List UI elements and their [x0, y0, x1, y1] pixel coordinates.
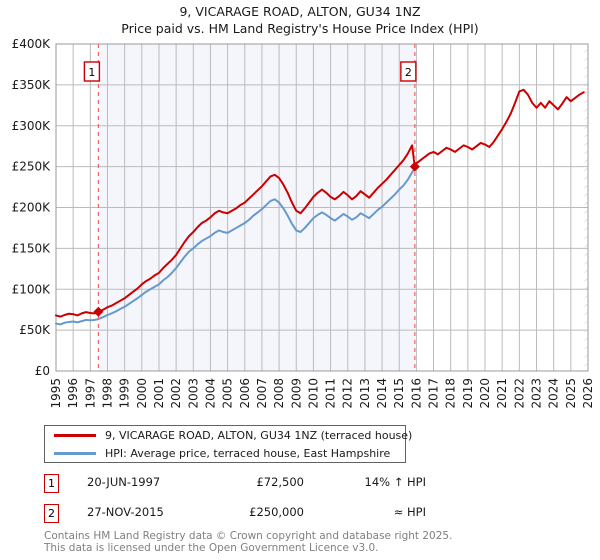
y-axis-tick-label: £400K	[12, 37, 52, 51]
x-axis-tick-label: 2004	[203, 378, 217, 409]
x-axis-tick-label: 2011	[324, 378, 338, 409]
x-axis-tick-label: 2002	[169, 378, 183, 409]
plot-area: 1 2 £0 £50K £100K £150K £200K £250K £300K £350K £…	[12, 37, 595, 409]
x-axis-tick-label: 2007	[255, 378, 269, 409]
chart-title-block: 9, VICARAGE ROAD, ALTON, GU34 1NZ Price …	[0, 3, 600, 37]
x-axis-tick-label: 2006	[238, 378, 252, 409]
y-axis-tick-label: £0	[35, 364, 50, 378]
legend-swatch-price-paid	[54, 434, 96, 437]
x-axis-tick-label: 2021	[495, 378, 509, 409]
y-axis-tick-label: £150K	[12, 241, 52, 255]
page-subtitle: Price paid vs. HM Land Registry's House …	[121, 21, 479, 36]
transaction-marker	[93, 306, 104, 317]
legend-swatch-hpi	[54, 452, 96, 455]
x-axis-tick-label: 2009	[289, 378, 303, 409]
x-axis-tick-label: 2017	[427, 378, 441, 409]
x-axis-tick-label: 2022	[512, 378, 526, 409]
footer-line-1: Contains HM Land Registry data © Crown c…	[44, 530, 453, 542]
x-axis-tick-label: 2014	[375, 378, 389, 409]
table-row: 1 20-JUN-1997 £72,500 14% ↑ HPI	[44, 474, 426, 496]
legend-label-price-paid: 9, VICARAGE ROAD, ALTON, GU34 1NZ (terra…	[105, 429, 413, 442]
x-axis-tick-label: 1999	[118, 378, 132, 409]
x-axis-tick-label: 1996	[66, 378, 80, 409]
x-axis-tick-label: 2003	[186, 378, 200, 409]
txn-hpi-note-2: ≈ HPI	[393, 505, 426, 519]
txn-badge-1: 1	[44, 474, 59, 493]
txn-hpi-note-1: 14% ↑ HPI	[364, 475, 426, 489]
x-axis-tick-label: 2010	[306, 378, 320, 409]
x-axis-tick-label: 1997	[83, 378, 97, 409]
annotation-badge	[400, 61, 417, 82]
y-axis-tick-label: £300K	[12, 119, 52, 133]
txn-price-2: £250,000	[249, 505, 304, 519]
legend-item-price-paid: 9, VICARAGE ROAD, ALTON, GU34 1NZ (terra…	[45, 426, 412, 445]
x-axis-tick-label: 2020	[478, 378, 492, 409]
x-axis-tick-label: 2015	[392, 378, 406, 409]
x-axis-tick-label: 2016	[409, 378, 423, 409]
legend-label-hpi: HPI: Average price, terraced house, East…	[105, 447, 391, 460]
x-axis-tick-label: 1995	[49, 378, 63, 409]
x-axis-tick-label: 2001	[152, 378, 166, 409]
annotation-badge	[83, 61, 101, 82]
x-axis-tick-label: 1998	[100, 378, 114, 409]
x-axis-tick-label: 2024	[547, 378, 561, 409]
y-axis-tick-label: £100K	[12, 282, 52, 296]
annotation-badge-label: 2	[405, 66, 412, 79]
x-axis-tick-label: 2005	[221, 378, 235, 409]
transaction-marker	[409, 161, 420, 172]
annotation-badge-label: 1	[88, 66, 95, 79]
x-axis-tick-label: 2008	[272, 378, 286, 409]
footer-attribution: Contains HM Land Registry data © Crown c…	[44, 530, 584, 554]
table-row: 2 27-NOV-2015 £250,000 ≈ HPI	[44, 504, 426, 526]
txn-date-2: 27-NOV-2015	[87, 505, 164, 519]
x-axis-tick-label: 2013	[358, 378, 372, 409]
y-axis-tick-label: £250K	[12, 160, 52, 174]
x-axis-tick-label: 2025	[564, 378, 578, 409]
x-axis-tick-label: 2026	[581, 378, 595, 409]
x-axis-tick-label: 2023	[530, 378, 544, 409]
series-line-price-paid	[55, 88, 585, 318]
x-axis-tick-label: 2000	[135, 378, 149, 409]
page-title: 9, VICARAGE ROAD, ALTON, GU34 1NZ	[179, 4, 421, 19]
y-axis-tick-label: £50K	[19, 323, 51, 337]
x-axis-tick-label: 2018	[444, 378, 458, 409]
legend-item-hpi: HPI: Average price, terraced house, East…	[45, 444, 405, 463]
footer-line-2: This data is licensed under the Open Gov…	[44, 542, 379, 554]
x-axis-tick-label: 2012	[341, 378, 355, 409]
y-axis-tick-label: £350K	[12, 78, 52, 92]
txn-date-1: 20-JUN-1997	[87, 475, 161, 489]
txn-badge-2: 2	[44, 504, 59, 523]
series-line-hpi	[55, 167, 416, 326]
chart-legend: 9, VICARAGE ROAD, ALTON, GU34 1NZ (terra…	[44, 425, 412, 463]
x-axis-tick-label: 2019	[461, 378, 475, 409]
txn-price-1: £72,500	[256, 475, 304, 489]
y-axis-tick-label: £200K	[12, 201, 52, 215]
